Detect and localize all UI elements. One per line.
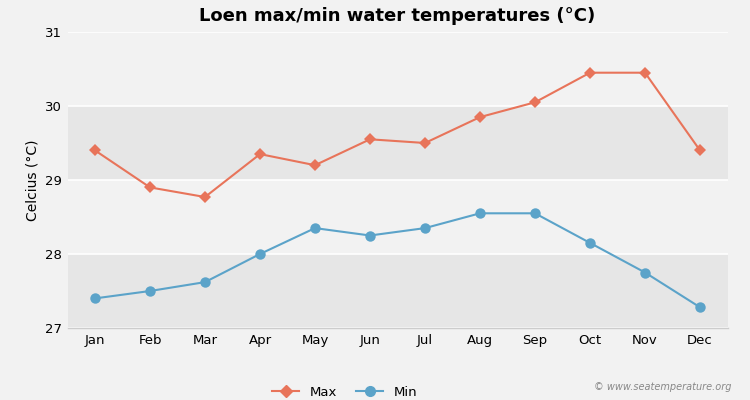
Y-axis label: Celcius (°C): Celcius (°C) xyxy=(26,139,40,221)
Bar xyxy=(68,32,728,106)
Legend: Max, Min: Max, Min xyxy=(267,381,422,400)
Bar xyxy=(68,254,728,328)
Title: Loen max/min water temperatures (°C): Loen max/min water temperatures (°C) xyxy=(200,7,596,25)
Text: © www.seatemperature.org: © www.seatemperature.org xyxy=(594,382,731,392)
Bar xyxy=(68,180,728,254)
Bar xyxy=(68,106,728,180)
